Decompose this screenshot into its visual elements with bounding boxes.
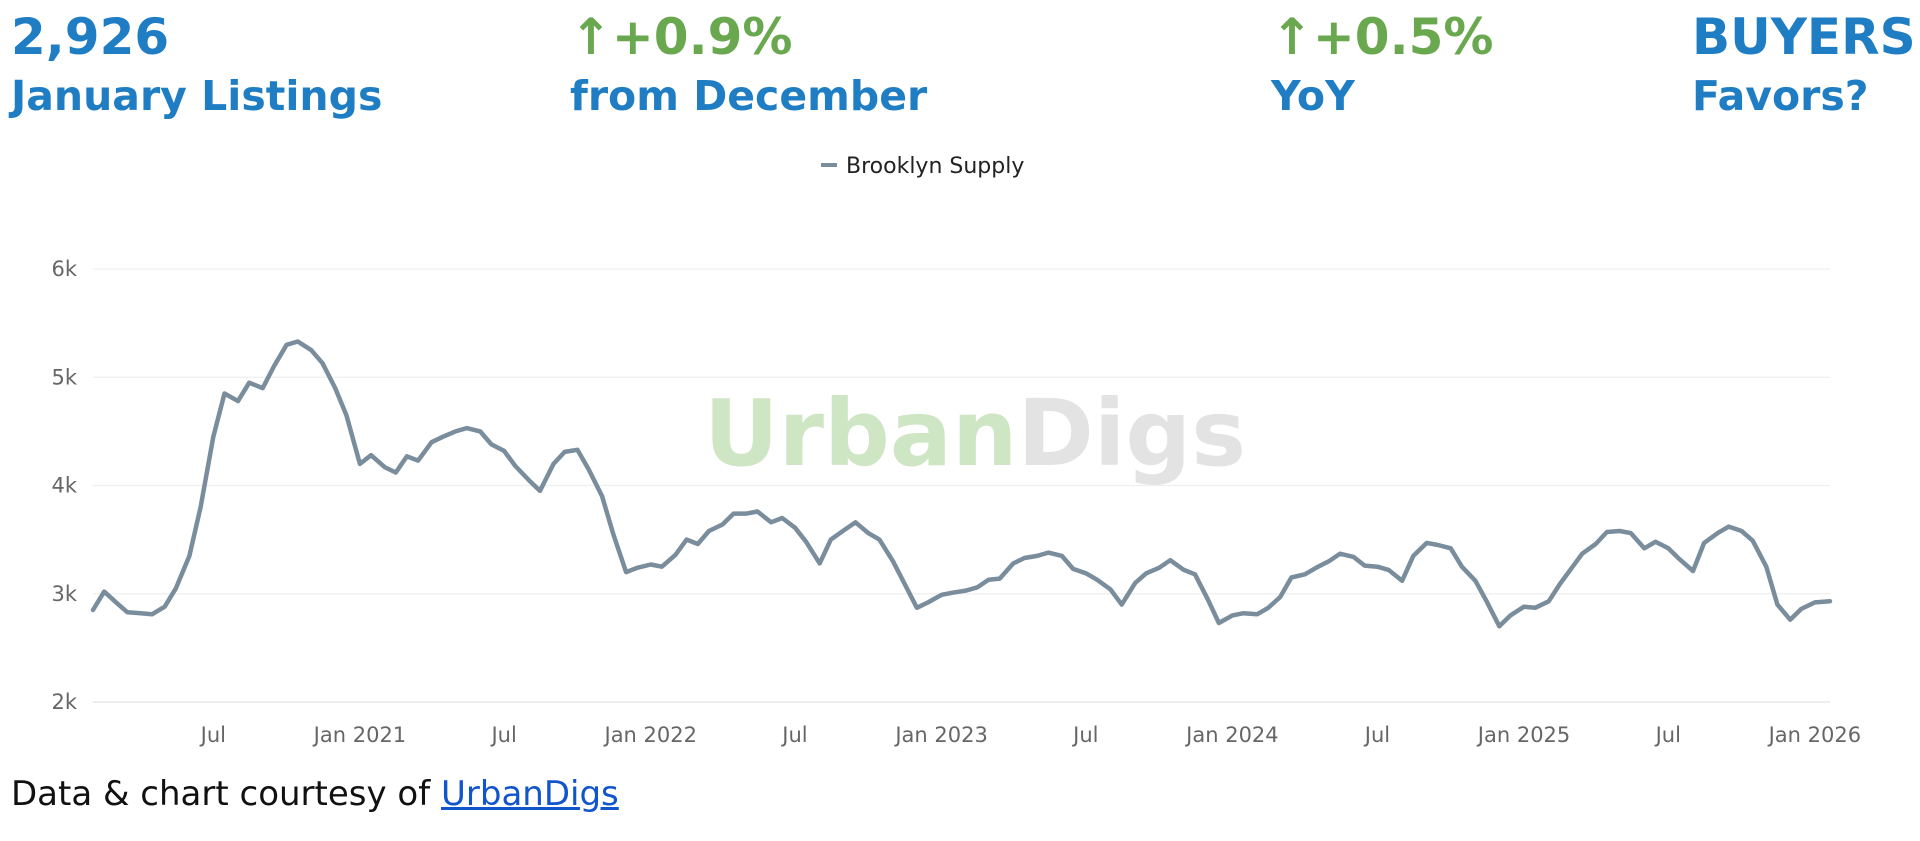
stat-mom-change: ↑+0.9% from December — [570, 6, 927, 122]
x-tick-label: Jul — [489, 723, 516, 747]
stat-market-favor: BUYERS Favors? — [1692, 6, 1916, 122]
x-tick-label: Jan 2025 — [1476, 723, 1571, 747]
stat-market-label: Favors? — [1692, 71, 1869, 120]
urbandigs-watermark: UrbanDigs — [704, 380, 1246, 487]
urbandigs-link[interactable]: UrbanDigs — [441, 774, 619, 814]
x-tick-label: Jan 2021 — [312, 723, 407, 747]
footer-text: Data & chart courtesy of — [11, 774, 441, 814]
stat-mom-label: from December — [570, 71, 928, 120]
y-axis: 2k 3k 4k 5k 6k — [51, 257, 77, 714]
x-axis: Jul Jan 2021 Jul Jan 2022 Jul Jan 2023 Jul Jan … — [199, 723, 1861, 747]
svg-text:UrbanDigs: UrbanDigs — [704, 380, 1246, 487]
legend-label: Brooklyn Supply — [846, 154, 1024, 179]
x-tick-label: Jan 2022 — [603, 723, 698, 747]
y-tick-label: 6k — [51, 257, 77, 281]
stat-listings-label: January Listings — [11, 71, 383, 120]
stat-listings: 2,926 January Listings — [11, 6, 382, 122]
stat-market-value: BUYERS — [1692, 8, 1916, 66]
stat-yoy-value: ↑+0.5% — [1271, 8, 1494, 66]
series-line-brooklyn-supply[interactable] — [90, 339, 1833, 629]
y-tick-label: 5k — [51, 365, 77, 389]
stat-yoy-change: ↑+0.5% YoY — [1271, 6, 1493, 122]
watermark-part-1: Urban — [704, 380, 1018, 487]
x-tick-label: Jul — [780, 723, 807, 747]
y-tick-label: 4k — [51, 474, 77, 498]
attribution-footer: Data & chart courtesy of UrbanDigs — [11, 774, 619, 814]
x-tick-label: Jul — [199, 723, 226, 747]
x-tick-label: Jan 2026 — [1767, 723, 1862, 747]
x-tick-label: Jan 2023 — [893, 723, 988, 747]
x-tick-label: Jul — [1654, 723, 1681, 747]
x-tick-label: Jul — [1071, 723, 1098, 747]
y-tick-label: 2k — [51, 690, 77, 714]
chart-gridlines — [93, 268, 1830, 703]
x-tick-label: Jul — [1363, 723, 1390, 747]
supply-line-chart: Brooklyn Supply UrbanDigs 2k 3k 4k 5k 6k Jul… — [51, 154, 1861, 747]
y-tick-label: 3k — [51, 582, 77, 606]
stat-listings-value: 2,926 — [11, 8, 170, 66]
chart-legend[interactable]: Brooklyn Supply — [821, 154, 1024, 179]
stat-yoy-label: YoY — [1271, 71, 1355, 120]
x-tick-label: Jan 2024 — [1184, 723, 1279, 747]
stat-mom-value: ↑+0.9% — [570, 8, 793, 66]
watermark-part-2: Digs — [1017, 380, 1246, 487]
